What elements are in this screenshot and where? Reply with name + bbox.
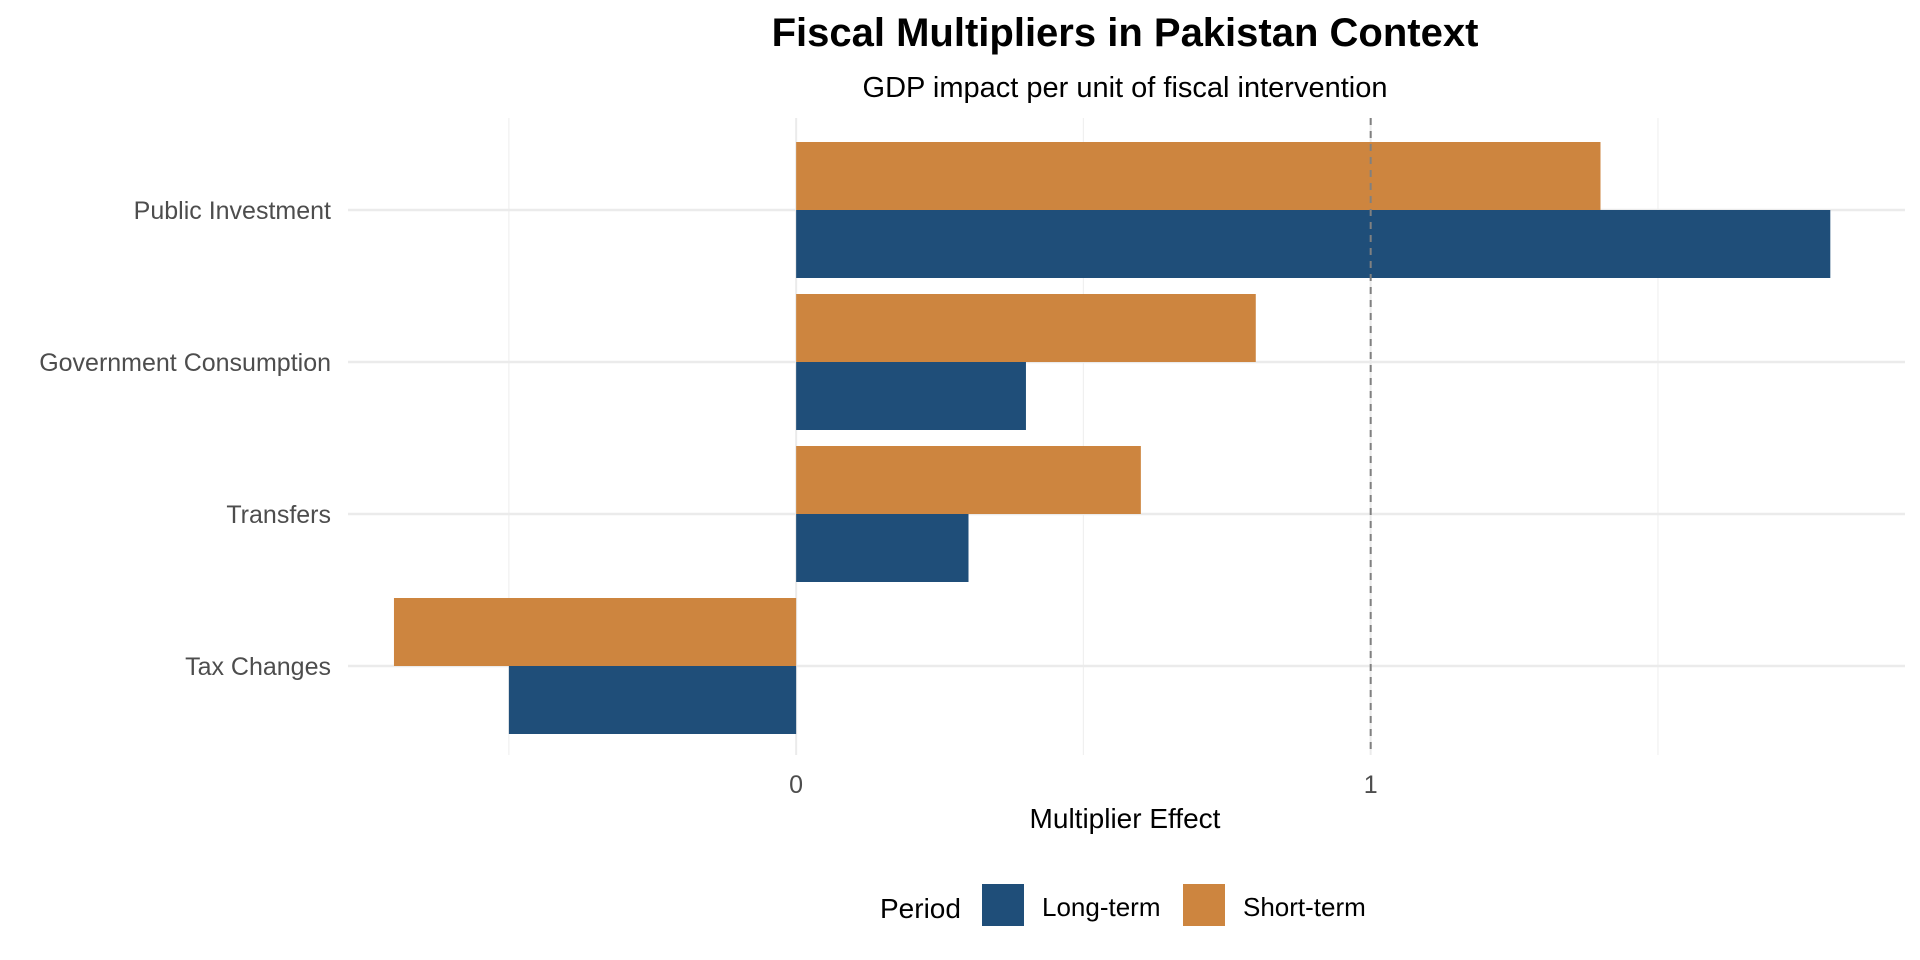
y-tick-label: Transfers	[226, 501, 331, 529]
legend-key-long-term	[982, 884, 1024, 926]
bar-transfers-short-term	[796, 446, 1141, 514]
y-tick-label: Tax Changes	[185, 653, 331, 681]
y-tick-label: Government Consumption	[39, 349, 331, 377]
chart-subtitle: GDP impact per unit of fiscal interventi…	[863, 72, 1388, 104]
bars	[393, 142, 1831, 734]
legend-label: Long-term	[1042, 892, 1161, 922]
legend: Period Long-term Short-term	[880, 884, 1366, 926]
legend-title: Period	[880, 893, 961, 924]
x-tick-label: 0	[789, 771, 803, 799]
bar-transfers-long-term	[796, 514, 969, 582]
bar-tax-changes-short-term	[393, 598, 797, 666]
legend-key-short-term	[1183, 884, 1225, 926]
x-axis-title: Multiplier Effect	[1030, 803, 1221, 834]
bar-public-investment-long-term	[796, 210, 1831, 278]
bar-government-consumption-long-term	[796, 362, 1026, 430]
y-tick-labels: Public Investment Government Consumption T…	[39, 197, 331, 681]
y-tick-label: Public Investment	[134, 197, 331, 225]
chart-title: Fiscal Multipliers in Pakistan Context	[772, 11, 1479, 55]
bar-tax-changes-long-term	[508, 666, 797, 734]
bar-government-consumption-short-term	[796, 294, 1256, 362]
x-tick-label: 1	[1364, 771, 1378, 799]
bar-public-investment-short-term	[796, 142, 1601, 210]
legend-label: Short-term	[1243, 892, 1366, 922]
